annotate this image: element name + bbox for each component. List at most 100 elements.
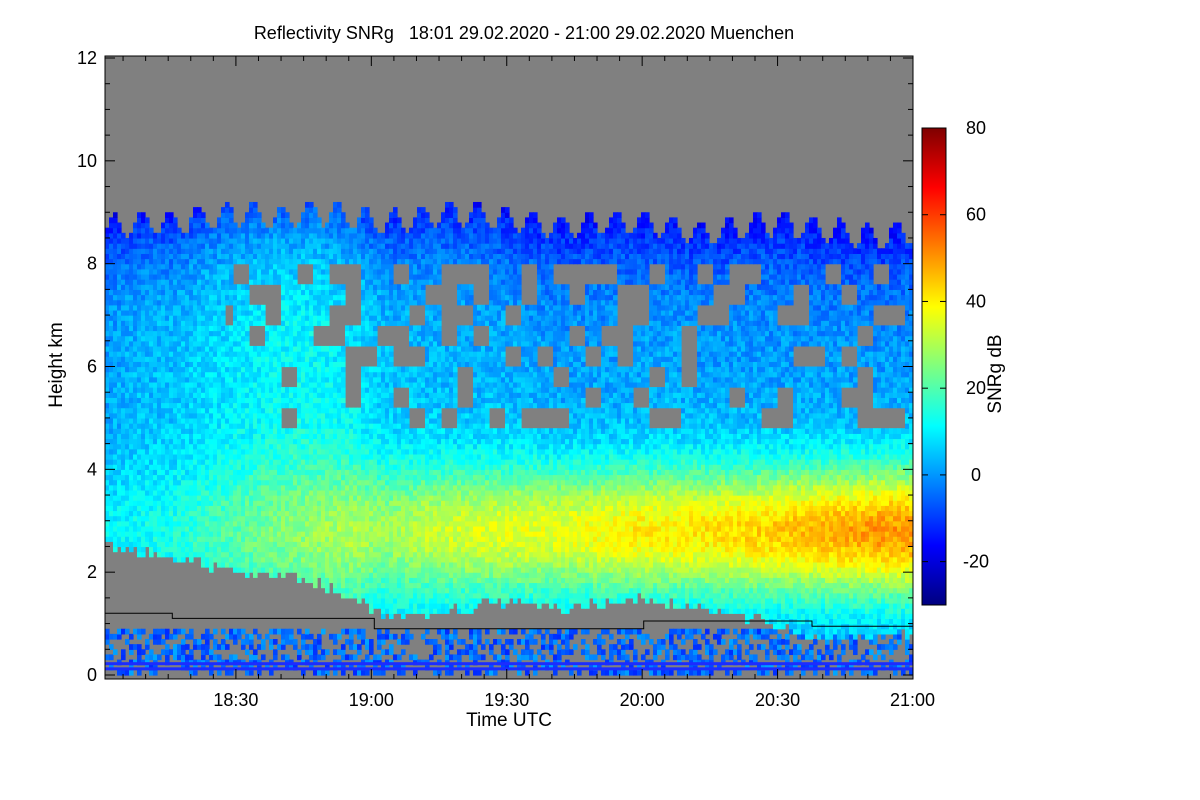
heatmap-cell-4964 (389, 284, 394, 290)
heatmap-cell-4262 (353, 577, 358, 584)
heatmap-cell-2048 (221, 423, 226, 429)
heatmap-cell-1320 (181, 484, 186, 491)
heatmap-cell-1758 (205, 448, 210, 455)
heatmap-cell-3010 (277, 387, 282, 393)
heatmap-cell-3597 (313, 644, 318, 650)
heatmap-cell-3932 (329, 258, 334, 265)
heatmap-cell-2410 (241, 381, 246, 388)
heatmap-cell-4957 (389, 320, 394, 326)
heatmap-cell-2348 (237, 351, 242, 357)
heatmap-cell-1078 (165, 263, 170, 270)
heatmap-cell-2181 (229, 489, 234, 496)
heatmap-cell-1314 (181, 515, 186, 522)
heatmap-cell-2604 (253, 474, 258, 481)
heatmap-cell-1607 (197, 448, 202, 455)
heatmap-cell-4341 (357, 453, 362, 460)
heatmap-cell-2940 (273, 423, 278, 429)
heatmap-cell-4332 (357, 500, 362, 506)
heatmap-cell-3739 (317, 217, 322, 224)
heatmap-cell-2724 (261, 546, 266, 553)
heatmap-cell-885 (157, 551, 162, 558)
heatmap-cell-4836 (385, 567, 390, 573)
heatmap-cell-4149 (345, 654, 350, 661)
heatmap-cell-3748 (321, 561, 326, 568)
heatmap-cell-3062 (281, 474, 286, 481)
heatmap-cell-3773 (321, 433, 326, 440)
heatmap-cell-1759 (205, 443, 210, 450)
heatmap-cell-2074 (221, 289, 226, 296)
heatmap-cell-4920 (389, 531, 394, 537)
heatmap-cell-3926 (329, 351, 334, 357)
heatmap-cell-2909 (273, 639, 278, 645)
heatmap-cell-1905 (213, 423, 218, 429)
heatmap-cell-819 (153, 546, 158, 553)
heatmap-cell-4305 (353, 232, 358, 239)
heatmap-cell-2941 (273, 417, 278, 424)
heatmap-cell-2275 (233, 381, 238, 388)
heatmap-cell-1060 (165, 356, 170, 362)
heatmap-cell-3211 (289, 387, 294, 393)
heatmap-cell-2077 (221, 273, 226, 280)
heatmap-cell-4505 (365, 279, 370, 285)
heatmap-cell-144 (113, 495, 118, 501)
heatmap-cell-3778 (321, 407, 326, 414)
heatmap-cell-4318 (357, 572, 362, 578)
heatmap-cell-4523 (369, 639, 374, 645)
heatmap-cell-298 (121, 407, 126, 414)
heatmap-cell-2973 (277, 644, 282, 650)
heatmap-cell-863 (153, 320, 158, 326)
heatmap-cell-3482 (305, 402, 310, 409)
heatmap-cell-3413 (301, 381, 306, 388)
heatmap-cell-3444 (305, 649, 310, 656)
heatmap-cell-4745 (377, 237, 382, 244)
heatmap-cell-1120 (169, 402, 174, 409)
heatmap-cell-4610 (373, 556, 378, 563)
heatmap-cell-3620 (313, 474, 318, 481)
heatmap-cell-4632 (373, 443, 378, 450)
heatmap-cell-3906 (329, 453, 334, 460)
heatmap-cell-1382 (185, 515, 190, 522)
heatmap-cell-2721 (261, 561, 266, 568)
heatmap-cell-2124 (225, 412, 230, 419)
heatmap-cell-3286 (293, 304, 298, 311)
heatmap-cell-2509 (245, 212, 250, 218)
heatmap-cell-433 (129, 387, 134, 393)
heatmap-cell-472 (133, 515, 138, 522)
heatmap-cell-998 (161, 309, 166, 316)
heatmap-cell-308 (121, 356, 126, 362)
heatmap-cell-3731 (317, 258, 322, 265)
heatmap-cell-963 (161, 489, 166, 496)
heatmap-cell-3822 (325, 541, 330, 548)
heatmap-cell-1119 (169, 407, 174, 414)
heatmap-cell-2995 (277, 464, 282, 470)
heatmap-cell-2920 (273, 525, 278, 532)
heatmap-cell-4718 (377, 397, 382, 404)
heatmap-cell-724 (145, 309, 150, 316)
heatmap-cell-3717 (317, 351, 322, 357)
heatmap-cell-3319 (297, 505, 302, 512)
heatmap-cell-4561 (369, 417, 374, 424)
heatmap-cell-1315 (181, 510, 186, 517)
heatmap-cell-3715 (317, 361, 322, 368)
heatmap-cell-796 (149, 304, 154, 311)
heatmap-cell-1265 (177, 397, 182, 404)
heatmap-cell-982 (161, 392, 166, 398)
heatmap-cell-2579 (249, 207, 254, 213)
heatmap-cell-14 (105, 484, 110, 491)
heatmap-cell-2545 (249, 423, 254, 429)
heatmap-cell-2893 (269, 330, 274, 337)
heatmap-cell-2828 (265, 330, 270, 337)
heatmap-cell-4136 (341, 294, 346, 301)
heatmap-cell-129 (109, 227, 114, 234)
heatmap-cell-221 (117, 453, 122, 460)
heatmap-cell-1532 (193, 469, 198, 476)
heatmap-cell-1454 (189, 505, 194, 512)
heatmap-cell-3570 (309, 335, 314, 342)
heatmap-cell-190 (113, 258, 118, 265)
heatmap-cell-4821 (381, 237, 386, 244)
heatmap-cell-3772 (321, 438, 326, 445)
heatmap-cell-845 (153, 412, 158, 419)
heatmap-cell-4349 (357, 412, 362, 419)
heatmap-cell-3676 (317, 561, 322, 568)
heatmap-cell-570 (137, 381, 142, 388)
